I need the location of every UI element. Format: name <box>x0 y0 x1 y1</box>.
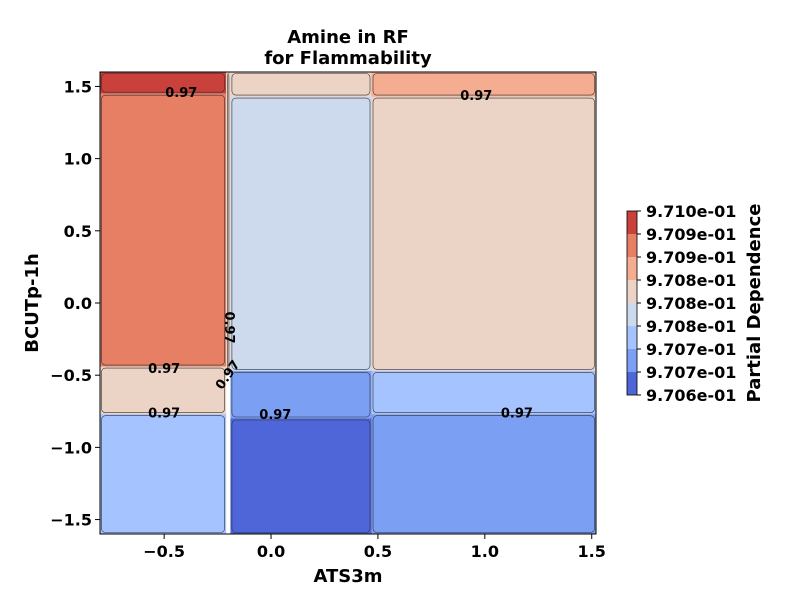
contour-region <box>230 370 372 419</box>
contour-region <box>100 93 227 367</box>
contour-line <box>231 73 371 96</box>
colorbar-tick-label: 9.709e-01 <box>646 248 736 267</box>
contour-region <box>100 366 227 415</box>
colorbar-segment <box>627 303 637 326</box>
x-axis-ticks: −0.5 0.0 0.5 1.0 1.5 <box>143 534 606 561</box>
contour-value-label: 0.97 <box>165 86 197 101</box>
y-tick-label: 1.0 <box>64 150 92 169</box>
x-tick-label: 1.0 <box>471 542 499 561</box>
colorbar-tick-label: 9.708e-01 <box>646 271 736 290</box>
y-axis-ticks: −1.5 −1.0 −0.5 0.0 0.5 1.0 1.5 <box>50 77 100 530</box>
chart-title-line-2: for Flammability <box>264 48 432 69</box>
contour-region <box>371 96 596 371</box>
contour-lines <box>101 73 595 533</box>
contour-line <box>372 97 595 370</box>
contour-line <box>372 372 595 413</box>
contour-region <box>100 72 227 94</box>
contour-line <box>101 415 225 533</box>
contour-value-label: 0.97 <box>148 407 180 422</box>
contour-line <box>231 372 371 418</box>
contour-region <box>226 72 231 376</box>
contour-region <box>371 370 596 415</box>
contour-region <box>230 96 372 371</box>
contour-line <box>227 73 230 374</box>
contour-value-label: 0.97 <box>460 89 492 104</box>
y-tick-label: 0.0 <box>64 294 92 313</box>
x-tick-label: −0.5 <box>143 542 185 561</box>
colorbar-label: Partial Dependence <box>744 204 765 403</box>
colorbar-tick-label: 9.710e-01 <box>646 202 736 221</box>
contour-region <box>230 418 372 534</box>
colorbar-tick-label: 9.706e-01 <box>646 386 736 405</box>
colorbar-segment <box>627 372 637 395</box>
x-tick-label: 0.5 <box>364 542 392 561</box>
y-tick-label: 1.5 <box>64 77 92 96</box>
contour-line <box>372 73 595 96</box>
contour-value-label: 0.97 <box>501 407 533 422</box>
contour-line <box>231 419 371 533</box>
contour-value-label: 0.97 <box>148 362 180 377</box>
y-tick-label: −1.5 <box>50 511 92 530</box>
contour-region <box>371 414 596 534</box>
y-axis-label: BCUTp-1h <box>22 253 43 353</box>
colorbar-segment <box>627 280 637 303</box>
contour-region <box>230 72 372 97</box>
y-tick-label: 0.5 <box>64 222 92 241</box>
colorbar: 9.706e-01 9.707e-01 9.707e-01 9.708e-01 9.70… <box>626 202 736 405</box>
x-tick-label: 0.0 <box>257 542 285 561</box>
colorbar-segment <box>627 211 637 234</box>
contour-value-label: 0.97 <box>259 408 291 423</box>
contour-line <box>372 415 595 533</box>
colorbar-segment <box>627 234 637 257</box>
colorbar-tick-label: 9.708e-01 <box>646 317 736 336</box>
y-tick-label: −1.0 <box>50 438 92 457</box>
contour-region <box>371 72 596 97</box>
colorbar-tick-label: 9.708e-01 <box>646 294 736 313</box>
colorbar-tick-label: 9.707e-01 <box>646 340 736 359</box>
plot-area <box>100 72 596 534</box>
chart-title-line-1: Amine in RF <box>287 27 409 48</box>
x-axis-label: ATS3m <box>313 566 382 587</box>
y-tick-label: −0.5 <box>50 366 92 385</box>
contour-value-label: 0.97 <box>221 312 236 344</box>
colorbar-tick-label: 9.707e-01 <box>646 363 736 382</box>
contour-line <box>101 73 225 93</box>
contour-region <box>100 414 227 534</box>
colorbar-segment <box>627 257 637 280</box>
contour-line <box>101 367 225 413</box>
contour-line <box>101 94 225 366</box>
x-tick-label: 1.5 <box>578 542 606 561</box>
colorbar-segment <box>627 349 637 372</box>
colorbar-segment <box>627 326 637 349</box>
contour-line <box>231 97 371 370</box>
colorbar-tick-label: 9.709e-01 <box>646 225 736 244</box>
